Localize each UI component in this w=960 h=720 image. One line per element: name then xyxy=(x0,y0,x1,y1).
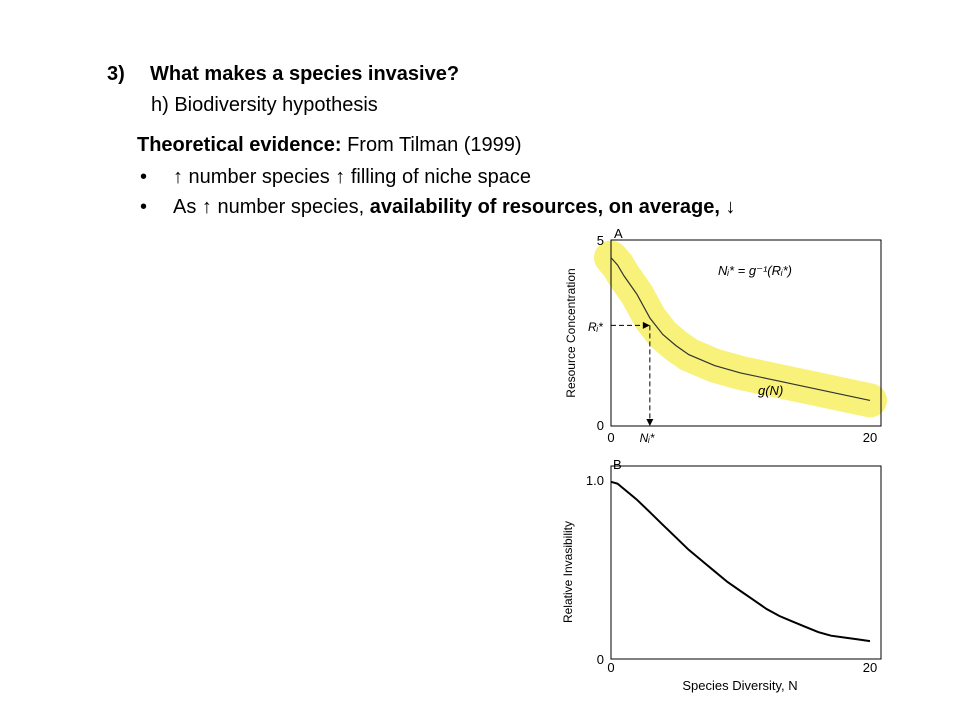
invasibility-curve xyxy=(610,480,871,643)
y-tick-label: 5 xyxy=(597,233,604,248)
bullet-dot: • xyxy=(140,166,148,188)
evidence-label: Theoretical evidence: xyxy=(137,134,342,156)
panel-letter: A xyxy=(614,226,623,241)
x-tick-label: 20 xyxy=(863,660,877,675)
x-tick-label: 0 xyxy=(607,430,614,445)
bullet-text: As ↑ number species, xyxy=(173,196,370,218)
bullet-text: ↑ number species ↑ filling of niche spac… xyxy=(173,166,531,188)
heading-number: 3) xyxy=(107,63,125,85)
resource-curve xyxy=(610,257,871,401)
plot-frame xyxy=(610,239,882,427)
panel-a: A 5 0 0 20 Resource Concentration Nᵢ* = … xyxy=(564,226,887,445)
bullet-item: • ↑ number species ↑ filling of niche spa… xyxy=(140,166,531,189)
y-axis-label: Resource Concentration xyxy=(564,268,578,397)
r-star-label: Rᵢ* xyxy=(588,320,603,334)
bullet-item: • As ↑ number species, availability of re… xyxy=(140,196,735,219)
subheading: h) Biodiversity hypothesis xyxy=(151,94,378,116)
panel-letter: B xyxy=(613,457,622,472)
n-arrow-head xyxy=(646,419,654,426)
equation-label: Nᵢ* = g⁻¹(Rᵢ*) xyxy=(718,263,792,278)
y-axis-label: Relative Invasibility xyxy=(561,521,575,623)
panel-b: B 1.0 0 0 20 Relative Invasibility Speci… xyxy=(561,457,882,693)
n-star-label: Nᵢ* xyxy=(640,431,655,445)
x-axis-label: Species Diversity, N xyxy=(682,678,797,693)
evidence-source: From Tilman (1999) xyxy=(341,134,522,156)
r-arrow-head xyxy=(642,321,650,329)
y-tick-label: 0 xyxy=(597,652,604,667)
x-tick-label: 0 xyxy=(607,660,614,675)
plot-frame xyxy=(610,465,882,660)
x-tick-label: 20 xyxy=(863,430,877,445)
evidence-line: Theoretical evidence: From Tilman (1999) xyxy=(137,134,522,157)
bullet-bold-text: availability of resources, on average, ↓ xyxy=(369,196,736,218)
y-tick-label: 1.0 xyxy=(586,473,604,488)
curve-label: g(N) xyxy=(758,383,783,398)
heading-title: What makes a species invasive? xyxy=(150,63,460,85)
bullet-dot: • xyxy=(140,196,148,218)
y-tick-label: 0 xyxy=(597,418,604,433)
